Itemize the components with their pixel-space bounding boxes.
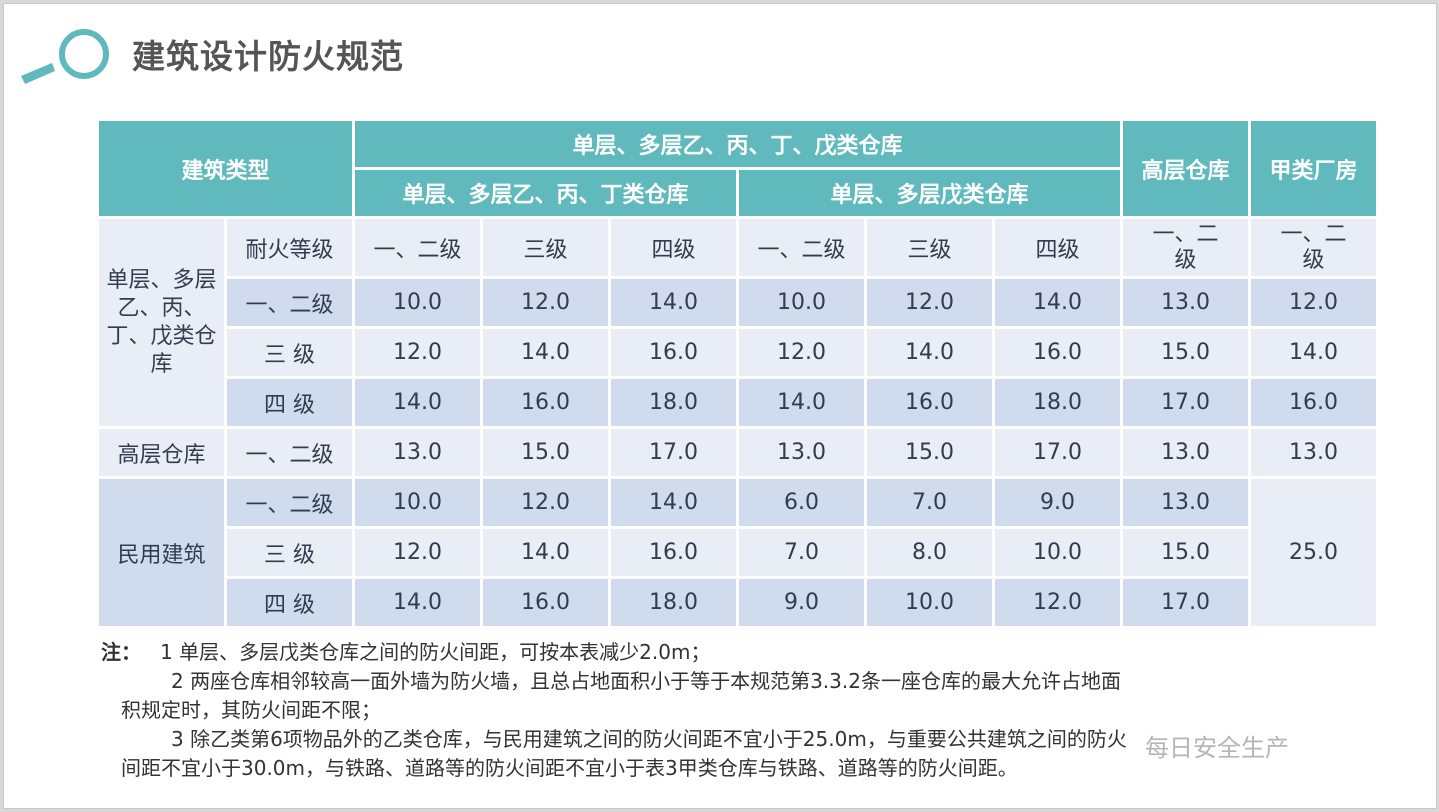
distance-cell: 9.0 — [995, 479, 1121, 526]
distance-cell: 14.0 — [355, 579, 481, 626]
note-2-cont: 积规定时，其防火间距不限； — [121, 698, 381, 722]
distance-cell: 16.0 — [611, 529, 737, 576]
grade-header-cell: 一、二级 — [739, 219, 865, 276]
note-3-cont: 间距不宜小于30.0m，与铁路、道路等的防火间距不宜小于表3甲类仓库与铁路、道路… — [121, 756, 1018, 780]
table-row: 高层仓库 一、二级 13.0 15.0 17.0 13.0 15.0 17.0 13.0 13.0 — [99, 429, 1377, 476]
distance-cell: 14.0 — [995, 279, 1121, 326]
fire-grade-cell: 一、二级 — [227, 429, 353, 476]
distance-cell: 12.0 — [1251, 279, 1377, 326]
grade-header-cell: 三级 — [867, 219, 993, 276]
distance-cell: 14.0 — [611, 279, 737, 326]
distance-cell: 15.0 — [1123, 529, 1249, 576]
grade-header-cell: 三级 — [483, 219, 609, 276]
distance-cell: 14.0 — [1251, 329, 1377, 376]
note-1: 注： 1 单层、多层戊类仓库之间的防火间距，可按本表减少2.0m； — [101, 640, 711, 664]
distance-cell: 14.0 — [611, 479, 737, 526]
table-row: 四 级 14.0 16.0 18.0 9.0 10.0 12.0 17.0 — [99, 579, 1376, 626]
distance-cell: 12.0 — [355, 529, 481, 576]
row-group-label: 高层仓库 — [99, 429, 224, 476]
notes-label: 注： — [101, 640, 141, 664]
page-title: 建筑设计防火规范 — [132, 37, 404, 76]
distance-cell: 14.0 — [483, 329, 609, 376]
distance-cell: 10.0 — [867, 579, 993, 626]
distance-cell: 17.0 — [611, 429, 737, 476]
table-row: 一、二级 10.0 12.0 14.0 10.0 12.0 14.0 13.0 12.0 — [99, 279, 1377, 326]
fire-distance-table: 建筑类型 单层、多层乙、丙、丁、戊类仓库 高层仓库 甲类厂房 单层、多层乙、丙、… — [96, 118, 1379, 629]
distance-cell: 10.0 — [739, 279, 865, 326]
distance-cell: 6.0 — [739, 479, 865, 526]
grade-header-cell: 一、二级 — [1251, 219, 1377, 276]
header-group: 单层、多层乙、丙、丁、戊类仓库 — [355, 121, 1121, 167]
distance-cell: 16.0 — [867, 379, 993, 426]
distance-cell: 13.0 — [1123, 429, 1249, 476]
distance-cell: 12.0 — [995, 579, 1121, 626]
distance-cell: 18.0 — [611, 579, 737, 626]
distance-cell: 12.0 — [483, 479, 609, 526]
distance-cell: 13.0 — [1251, 429, 1377, 476]
distance-cell: 13.0 — [1123, 479, 1249, 526]
distance-cell: 13.0 — [1123, 279, 1249, 326]
table-row: 四 级 14.0 16.0 18.0 14.0 16.0 18.0 17.0 16.0 — [99, 379, 1377, 426]
fire-grade-cell: 四 级 — [227, 379, 353, 426]
grade-header-cell: 一、二级 — [1123, 219, 1249, 276]
distance-cell: 14.0 — [867, 329, 993, 376]
header-sub-bcd: 单层、多层乙、丙、丁类仓库 — [352, 167, 740, 219]
fire-grade-cell: 四 级 — [227, 579, 353, 626]
distance-cell: 9.0 — [739, 579, 865, 626]
magnifier-icon — [21, 29, 109, 84]
grade-label: 耐火等级 — [227, 219, 353, 276]
table-row: 三 级 12.0 14.0 16.0 7.0 8.0 10.0 15.0 — [99, 529, 1376, 576]
distance-cell: 13.0 — [355, 429, 481, 476]
distance-cell: 16.0 — [995, 329, 1121, 376]
distance-cell: 16.0 — [483, 579, 609, 626]
distance-cell: 14.0 — [739, 379, 865, 426]
distance-cell: 8.0 — [867, 529, 993, 576]
header-building-type: 建筑类型 — [99, 121, 353, 216]
distance-cell: 10.0 — [995, 529, 1121, 576]
grade-header-cell: 四级 — [611, 219, 737, 276]
distance-cell: 16.0 — [483, 379, 609, 426]
grade-header-cell: 四级 — [995, 219, 1121, 276]
distance-cell: 15.0 — [1123, 329, 1249, 376]
grade-header-cell: 一、二级 — [355, 219, 481, 276]
distance-cell: 14.0 — [483, 529, 609, 576]
header-class-a-plant: 甲类厂房 — [1251, 121, 1377, 216]
note-2: 2 两座仓库相邻较高一面外墙为防火墙，且总占地面积小于等于本规范第3.3.2条一… — [171, 669, 1121, 693]
distance-cell: 10.0 — [355, 279, 481, 326]
distance-cell: 7.0 — [739, 529, 865, 576]
row-group-label: 民用建筑 — [99, 479, 224, 626]
table-row: 三 级 12.0 14.0 16.0 12.0 14.0 16.0 15.0 14.0 — [99, 329, 1377, 376]
watermark: 每日安全生产 — [1145, 734, 1289, 762]
distance-cell: 25.0 — [1251, 479, 1377, 626]
distance-cell: 10.0 — [355, 479, 481, 526]
distance-cell: 16.0 — [611, 329, 737, 376]
grade-header-row: 单层、多层乙、丙、丁、戊类仓库 耐火等级 一、二级 三级 四级 一、二级 三级 四级 一、二级一… — [99, 219, 1377, 426]
distance-cell: 7.0 — [867, 479, 993, 526]
distance-cell: 18.0 — [995, 379, 1121, 426]
note-3: 3 除乙类第6项物品外的乙类仓库，与民用建筑之间的防火间距不宜小于25.0m，与… — [171, 727, 1127, 751]
distance-cell: 13.0 — [739, 429, 865, 476]
fire-grade-cell: 一、二级 — [227, 279, 353, 326]
distance-cell: 15.0 — [867, 429, 993, 476]
distance-cell: 17.0 — [1123, 579, 1249, 626]
distance-cell: 17.0 — [1123, 379, 1249, 426]
distance-cell: 12.0 — [483, 279, 609, 326]
fire-grade-cell: 三 级 — [227, 329, 353, 376]
distance-cell: 14.0 — [355, 379, 481, 426]
distance-cell: 12.0 — [739, 329, 865, 376]
header-high-warehouse: 高层仓库 — [1123, 121, 1249, 216]
fire-grade-cell: 三 级 — [227, 529, 353, 576]
notes: 注： 1 单层、多层戊类仓库之间的防火间距，可按本表减少2.0m； 2 两座仓库… — [101, 638, 1321, 783]
fire-grade-cell: 一、二级 — [227, 479, 353, 526]
row-group-label: 单层、多层乙、丙、丁、戊类仓库 — [99, 219, 224, 426]
table-row: 民用建筑 一、二级 10.0 12.0 14.0 6.0 7.0 9.0 13.0 25.0 — [99, 479, 1377, 626]
distance-cell: 17.0 — [995, 429, 1121, 476]
distance-cell: 15.0 — [483, 429, 609, 476]
distance-cell: 12.0 — [355, 329, 481, 376]
distance-cell: 16.0 — [1251, 379, 1377, 426]
distance-cell: 12.0 — [867, 279, 993, 326]
header-sub-e: 单层、多层戊类仓库 — [736, 167, 1124, 219]
distance-cell: 18.0 — [611, 379, 737, 426]
